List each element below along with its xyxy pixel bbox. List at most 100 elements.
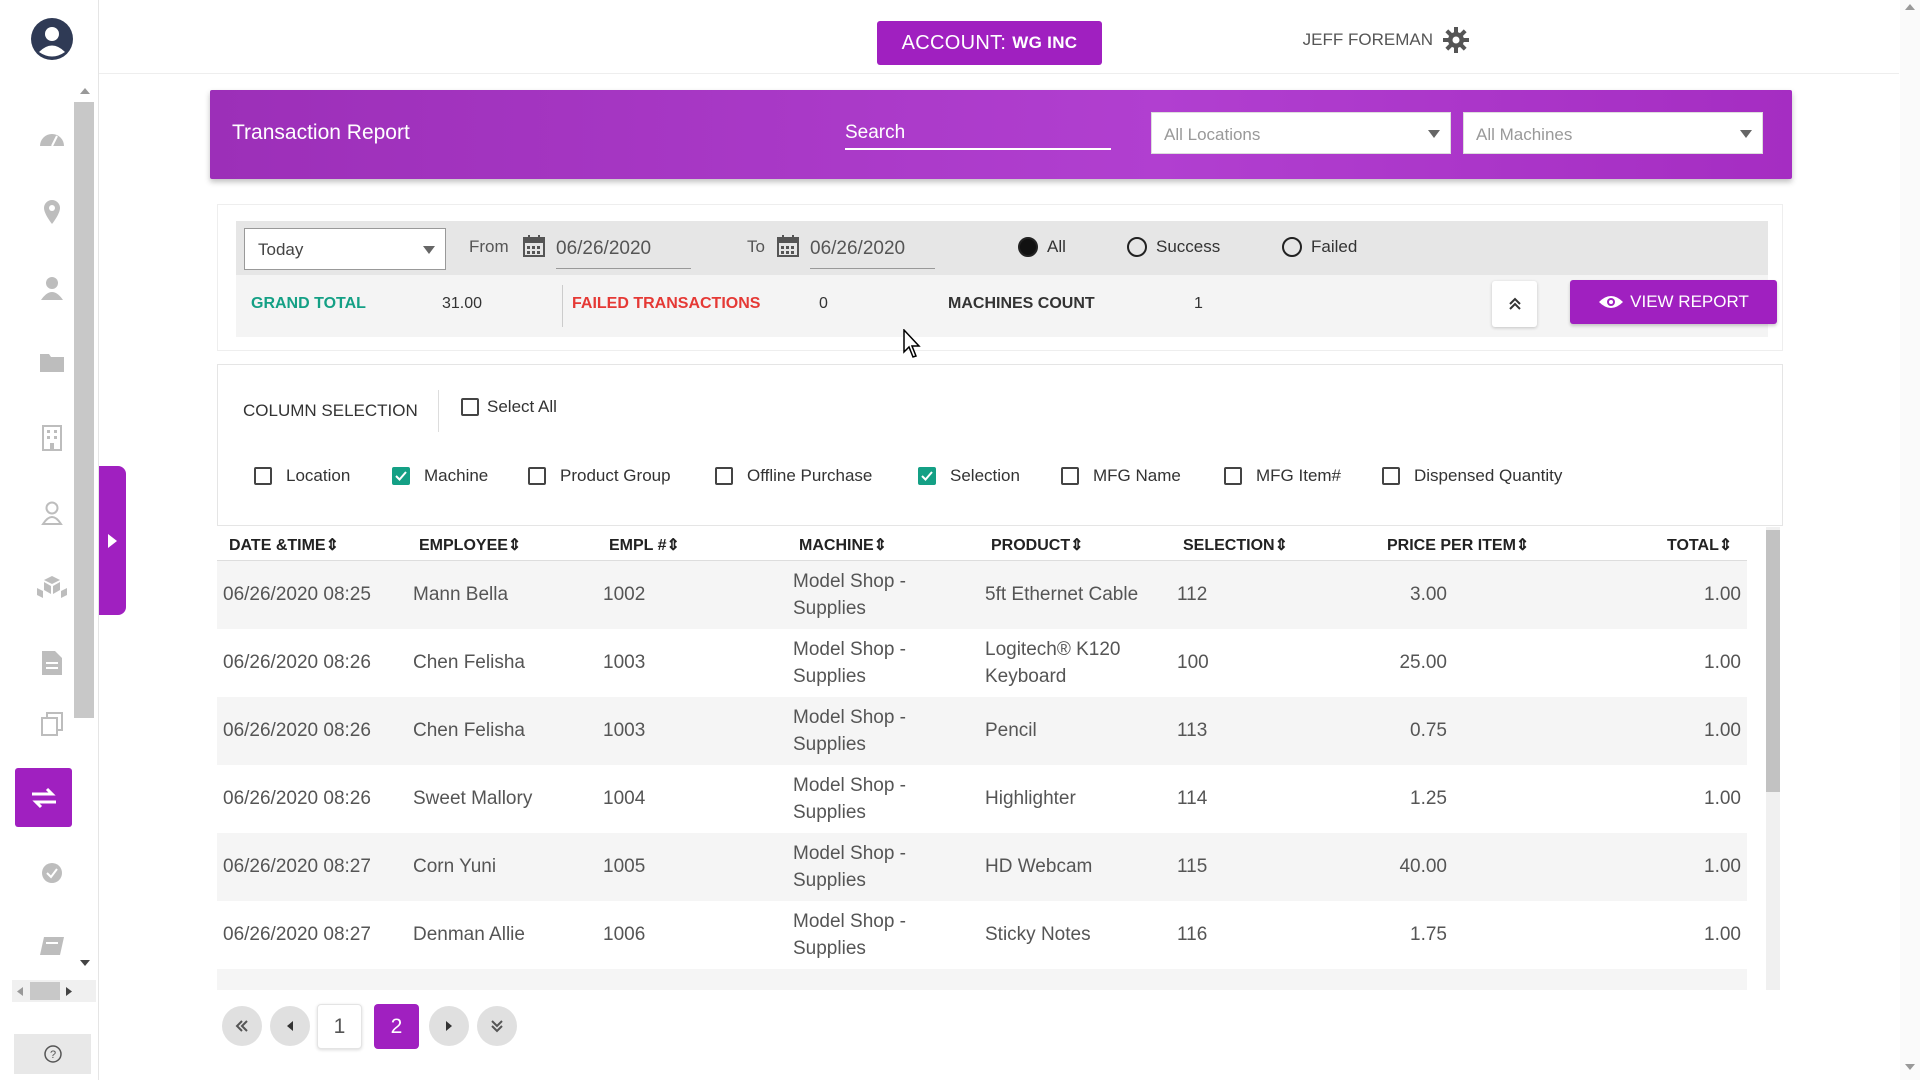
scroll-down-arrow-icon[interactable] <box>1905 1064 1915 1072</box>
column-checkbox-mfg-item[interactable]: MFG Item# <box>1224 466 1341 486</box>
period-select[interactable]: Today <box>244 228 446 270</box>
dashboard-icon[interactable] <box>36 123 68 155</box>
chevron-right-icon <box>446 1021 452 1031</box>
machine-select[interactable]: All Machines <box>1463 112 1763 154</box>
building-icon[interactable] <box>36 422 68 454</box>
copy-icon[interactable] <box>36 708 68 740</box>
calendar-icon[interactable] <box>523 235 545 257</box>
table-row[interactable]: 06/26/2020 08:26 Sweet Mallory 1004 Model S… <box>217 765 1747 833</box>
select-all-checkbox[interactable]: Select All <box>461 397 557 417</box>
top-bar: ACCOUNT: WG INC JEFF FOREMAN <box>99 0 1899 74</box>
page-scrollbar[interactable] <box>1900 0 1920 1080</box>
first-page-button[interactable] <box>222 1006 262 1046</box>
transfer-icon[interactable] <box>15 768 72 827</box>
column-header-empl-no[interactable]: EMPL #⇕ <box>609 535 680 555</box>
chevron-double-left-icon <box>235 1020 248 1032</box>
column-header-label: EMPLOYEE <box>419 537 508 554</box>
folder-icon[interactable] <box>36 346 68 378</box>
from-label: From <box>469 237 509 256</box>
column-checkbox-offline-purchase[interactable]: Offline Purchase <box>715 466 872 486</box>
cell-price: 0.75 <box>1410 720 1447 741</box>
scroll-down-arrow-icon[interactable] <box>80 960 90 968</box>
radio-success-label: Success <box>1156 237 1221 256</box>
account-prefix: ACCOUNT: <box>901 31 1007 54</box>
sidebar-horizontal-scrollbar[interactable] <box>12 980 96 1002</box>
column-header-total[interactable]: TOTAL⇕ <box>1667 535 1732 555</box>
checkbox-box <box>528 467 546 485</box>
period-value: Today <box>258 240 304 259</box>
checkbox-box <box>918 467 936 485</box>
check-circle-icon[interactable] <box>36 857 68 889</box>
book-icon[interactable] <box>36 932 68 964</box>
cell-machine-line: Model Shop <box>793 989 894 990</box>
gear-icon[interactable] <box>1443 27 1469 53</box>
table-row[interactable]: 06/26/2020 08:25 Mann Bella 1002 Model Shop… <box>217 561 1747 629</box>
cell-machine: Model Shop - Supplies <box>793 636 906 690</box>
radio-success[interactable]: Success <box>1127 237 1220 257</box>
person-icon[interactable] <box>36 272 68 304</box>
sidebar-expand-button[interactable] <box>99 466 126 615</box>
user-outline-icon[interactable] <box>36 497 68 529</box>
column-header-label: PRICE PER ITEM <box>1387 537 1516 554</box>
collapse-button[interactable] <box>1492 281 1537 327</box>
table-row[interactable]: Model Shop <box>217 969 1747 990</box>
radio-failed-label: Failed <box>1311 237 1358 256</box>
sidebar-scrollbar-thumb[interactable] <box>74 102 94 718</box>
column-checkbox-dispensed-quantity[interactable]: Dispensed Quantity <box>1382 466 1562 486</box>
cell-selection: 116 <box>1177 924 1208 945</box>
column-header-selection[interactable]: SELECTION⇕ <box>1183 535 1288 555</box>
calendar-icon[interactable] <box>777 235 799 257</box>
to-date-input[interactable]: 06/26/2020 <box>810 233 935 269</box>
view-report-button[interactable]: VIEW REPORT <box>1570 280 1777 324</box>
cell-employee: Chen Felisha <box>413 652 525 673</box>
column-header-machine[interactable]: MACHINE⇕ <box>799 535 887 555</box>
cell-empl_no: 1002 <box>603 584 646 605</box>
next-page-button[interactable] <box>429 1006 469 1046</box>
account-button[interactable]: ACCOUNT: WG INC <box>877 21 1102 65</box>
column-checkbox-product-group[interactable]: Product Group <box>528 466 671 486</box>
checkbox-box <box>1382 467 1400 485</box>
column-header-label: SELECTION <box>1183 537 1275 554</box>
table-row[interactable]: 06/26/2020 08:27 Corn Yuni 1005 Model Shop … <box>217 833 1747 901</box>
column-checkbox-location[interactable]: Location <box>254 466 350 486</box>
location-select[interactable]: All Locations <box>1151 112 1451 154</box>
boxes-icon[interactable] <box>36 572 68 604</box>
cell-total: 1.00 <box>1704 856 1741 877</box>
cell-product-line: Sticky Notes <box>985 924 1091 945</box>
page-1-button[interactable]: 1 <box>317 1004 362 1049</box>
column-header-datetime[interactable]: DATE &TIME⇕ <box>229 535 339 555</box>
help-icon[interactable]: ? <box>14 1034 91 1074</box>
column-checkbox-selection[interactable]: Selection <box>918 466 1020 486</box>
chevron-right-icon <box>107 533 117 548</box>
column-header-employee[interactable]: EMPLOYEE⇕ <box>419 535 521 555</box>
radio-dot <box>1282 237 1302 257</box>
cell-empl_no: 1003 <box>603 652 646 673</box>
page-2-button[interactable]: 2 <box>374 1004 419 1049</box>
column-checkbox-machine[interactable]: Machine <box>392 466 488 486</box>
from-date-input[interactable]: 06/26/2020 <box>556 233 691 269</box>
cell-machine-line: Supplies <box>793 938 866 959</box>
table-row[interactable]: 06/26/2020 08:26 Chen Felisha 1003 Model Sh… <box>217 697 1747 765</box>
column-header-label: DATE &TIME <box>229 537 326 554</box>
column-header-product[interactable]: PRODUCT⇕ <box>991 535 1084 555</box>
column-header-price[interactable]: PRICE PER ITEM⇕ <box>1387 535 1529 555</box>
scroll-up-arrow-icon[interactable] <box>1905 2 1915 10</box>
user-menu[interactable]: JEFF FOREMAN <box>1303 27 1469 53</box>
prev-page-button[interactable] <box>270 1006 310 1046</box>
cell-machine: Model Shop - Supplies <box>793 568 906 622</box>
document-icon[interactable] <box>36 647 68 679</box>
column-checkbox-mfg-name[interactable]: MFG Name <box>1061 466 1181 486</box>
sort-icon: ⇕ <box>1274 537 1288 554</box>
machines-count-value: 1 <box>1194 295 1203 312</box>
user-avatar-icon[interactable] <box>30 17 74 61</box>
cell-datetime: 06/26/2020 08:25 <box>223 584 371 605</box>
scroll-up-arrow-icon[interactable] <box>80 86 90 94</box>
last-page-button[interactable] <box>477 1006 517 1046</box>
location-pin-icon[interactable] <box>36 196 68 228</box>
radio-failed[interactable]: Failed <box>1282 237 1357 257</box>
table-row[interactable]: 06/26/2020 08:26 Chen Felisha 1003 Model Sh… <box>217 629 1747 697</box>
search-input[interactable]: Search <box>845 110 1111 150</box>
radio-all[interactable]: All <box>1018 237 1066 257</box>
table-scrollbar-thumb[interactable] <box>1766 530 1780 792</box>
table-row[interactable]: 06/26/2020 08:27 Denman Allie 1006 Model Sh… <box>217 901 1747 969</box>
